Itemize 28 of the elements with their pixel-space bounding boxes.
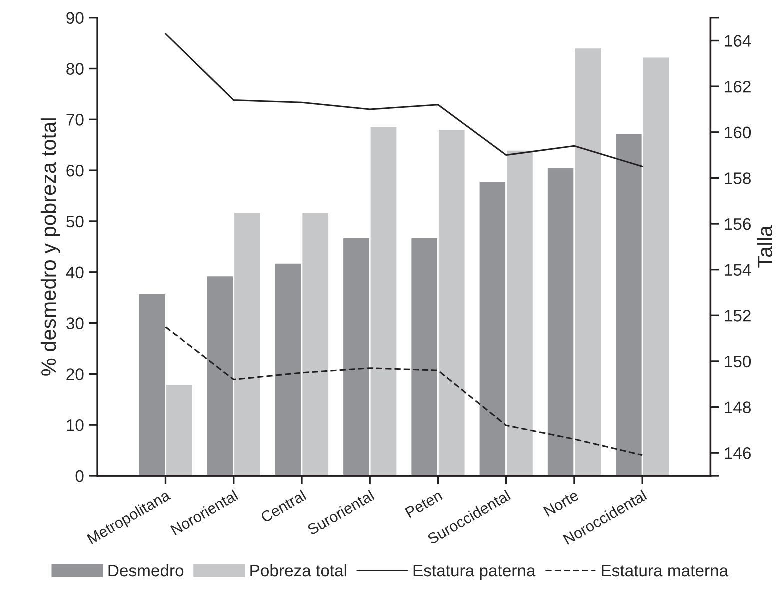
legend-label: Pobreza total	[250, 564, 346, 577]
legend-label: Estatura paterna	[414, 565, 536, 580]
y2-tick-label: 162	[725, 80, 751, 93]
y2-tick-label: 156	[725, 218, 751, 230]
y-tick-label: 60	[66, 164, 84, 177]
y-tick-label: 90	[66, 12, 84, 24]
y2-tick-label: 160	[725, 126, 752, 139]
line-series	[164, 326, 644, 456]
y2-tick-label: 152	[725, 310, 751, 322]
y2-tick-label: 150	[725, 356, 752, 368]
y-tick-label: 80	[66, 63, 84, 75]
legend-label: Desmedro	[108, 564, 184, 577]
y-tick-label: 50	[66, 216, 84, 228]
y2-tick-label: 158	[725, 172, 751, 184]
y2-tick-label: 148	[725, 402, 751, 414]
y-axis-title: % desmedro y pobreza total	[40, 118, 60, 376]
y2-tick-label: 154	[725, 264, 752, 276]
y-tick-label: 40	[66, 266, 84, 279]
line-series	[164, 33, 644, 168]
y-tick-label: 20	[66, 368, 84, 380]
y-tick-label: 10	[67, 419, 84, 432]
y-tick-label: 70	[66, 114, 84, 126]
legend-label: Estatura materna	[602, 565, 729, 577]
y-tick-label: 0	[76, 470, 84, 482]
y2-tick-label: 164	[725, 35, 752, 47]
y2-tick-label: 146	[725, 447, 751, 460]
y-tick-label: 30	[66, 318, 84, 330]
y2-axis-title: Talla	[757, 226, 773, 268]
